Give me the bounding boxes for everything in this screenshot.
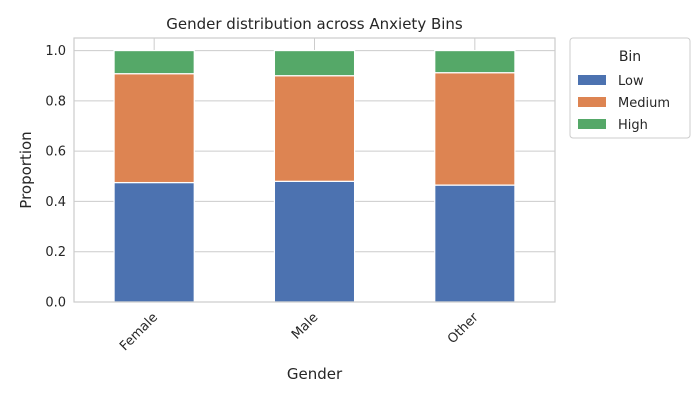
- legend: Bin Low Medium High: [569, 37, 691, 139]
- legend-title: Bin: [619, 49, 641, 65]
- x-tick-label: Other: [445, 310, 482, 347]
- legend-items: Low Medium High: [578, 74, 670, 133]
- y-tick-label: 0.6: [45, 145, 66, 160]
- y-tick-label: 0.4: [45, 195, 66, 210]
- legend-swatch-low: [578, 75, 606, 85]
- x-tick-label: Female: [117, 310, 161, 354]
- plot-frame: [73, 37, 556, 303]
- legend-label-high: High: [618, 118, 648, 133]
- bar-high-other: [434, 49, 516, 74]
- bar-low-other: [434, 184, 516, 303]
- bar-high-male: [273, 49, 356, 77]
- y-tick-label: 0.0: [45, 296, 66, 311]
- y-tick-label: 0.8: [45, 94, 66, 109]
- ticks-layer: 0.0 0.2 0.4 0.6 0.8 1.0 Female Male Other: [45, 44, 482, 354]
- x-axis-label: Gender: [287, 365, 343, 383]
- bar-medium-female: [113, 73, 195, 184]
- legend-label-medium: Medium: [618, 96, 670, 111]
- chart-title: Gender distribution across Anxiety Bins: [166, 15, 463, 33]
- bar-medium-other: [434, 72, 516, 186]
- x-tick-label: Male: [289, 310, 321, 342]
- bars-layer: [113, 49, 516, 303]
- bar-low-female: [113, 181, 195, 303]
- bar-low-male: [273, 180, 356, 303]
- bar-medium-male: [273, 75, 356, 182]
- legend-label-low: Low: [618, 74, 644, 89]
- y-axis-label: Proportion: [17, 131, 35, 208]
- legend-box: [569, 37, 691, 139]
- y-tick-label: 0.2: [45, 245, 66, 260]
- y-tick-label: 1.0: [45, 44, 66, 59]
- bar-high-female: [113, 49, 195, 75]
- legend-swatch-medium: [578, 97, 606, 107]
- legend-swatch-high: [578, 119, 606, 129]
